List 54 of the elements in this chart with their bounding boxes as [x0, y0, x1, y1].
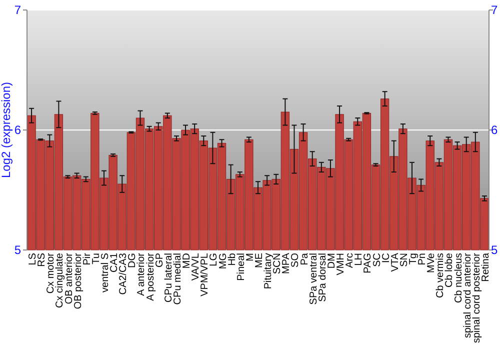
- x-tick-label: Tu: [90, 253, 102, 264]
- x-tick-label: SCN: [272, 253, 284, 274]
- x-tick-label: SPa ventral: [308, 253, 320, 305]
- y2-tick-label: 5: [491, 243, 498, 258]
- x-tick-label: Pir: [82, 252, 93, 266]
- x-tick-label: spinal cord anterior: [462, 252, 474, 338]
- x-tick-label: OB posterior: [72, 252, 84, 310]
- x-tick-label: Cx cingulate: [54, 252, 66, 308]
- x-tick-label: Pineal: [236, 253, 247, 281]
- x-tick-label: A posterior: [145, 252, 156, 301]
- x-tick-label: VPM/VPL: [200, 252, 211, 296]
- x-tick-label: spinal cord posterior: [471, 252, 482, 344]
- x-tick-label: OB anterior: [64, 252, 75, 304]
- x-tick-label: CA2/CA3: [118, 252, 130, 295]
- x-tick-label: ME: [254, 252, 265, 268]
- x-tick-label: M: [244, 253, 256, 262]
- x-tick-label: Cb nucleus: [453, 253, 464, 304]
- y-tick-label: 7: [14, 3, 22, 18]
- x-tick-label: VTA: [390, 252, 401, 272]
- x-tick-label: Pn: [417, 253, 428, 266]
- x-tick-label: IC: [380, 253, 392, 263]
- x-tick-label: MG: [218, 252, 229, 270]
- x-tick-label: DG: [127, 252, 138, 268]
- x-tick-label: RS: [36, 252, 48, 267]
- x-tick-label: Arc: [344, 253, 356, 268]
- x-tick-label: Retina: [480, 252, 492, 282]
- x-tick-label: CPu medial: [172, 253, 184, 305]
- x-tick-label: Cb lobe: [444, 252, 456, 288]
- x-tick-label: A anterior: [136, 252, 148, 296]
- x-tick-label: LH: [354, 253, 365, 266]
- x-tick-label: DM: [326, 253, 338, 269]
- x-tick-label: Hb: [226, 252, 238, 266]
- x-tick-label: VMH: [336, 253, 347, 276]
- x-tick-label: PAG: [362, 252, 374, 274]
- x-tick-label: Tg: [408, 253, 419, 265]
- x-tick-label: CPu lateral: [163, 253, 174, 302]
- y-axis-title: Log2 (expression): [0, 82, 13, 178]
- x-tick-label: ventral S: [100, 252, 111, 292]
- x-tick-label: SPa dorsal: [317, 253, 328, 302]
- x-tick-label: GP: [154, 252, 166, 268]
- x-tick-label: SN: [398, 253, 410, 267]
- x-tick-label: LG: [208, 252, 220, 266]
- x-tick-label: Pa: [299, 252, 310, 266]
- x-tick-label: LS: [28, 252, 39, 266]
- y2-tick-label: 7: [491, 3, 498, 18]
- x-tick-label: MPA: [281, 252, 292, 274]
- x-tick-label: SC: [372, 253, 383, 267]
- x-tick-label: Pituitary: [263, 253, 274, 290]
- x-tick-label: MVe: [426, 252, 438, 274]
- y2-tick-label: 6: [491, 123, 498, 138]
- y-tick-label: 6: [14, 123, 22, 138]
- y-tick-label: 5: [14, 243, 22, 258]
- x-tick-label: CA1: [109, 252, 120, 272]
- x-tick-label: SO: [290, 252, 302, 268]
